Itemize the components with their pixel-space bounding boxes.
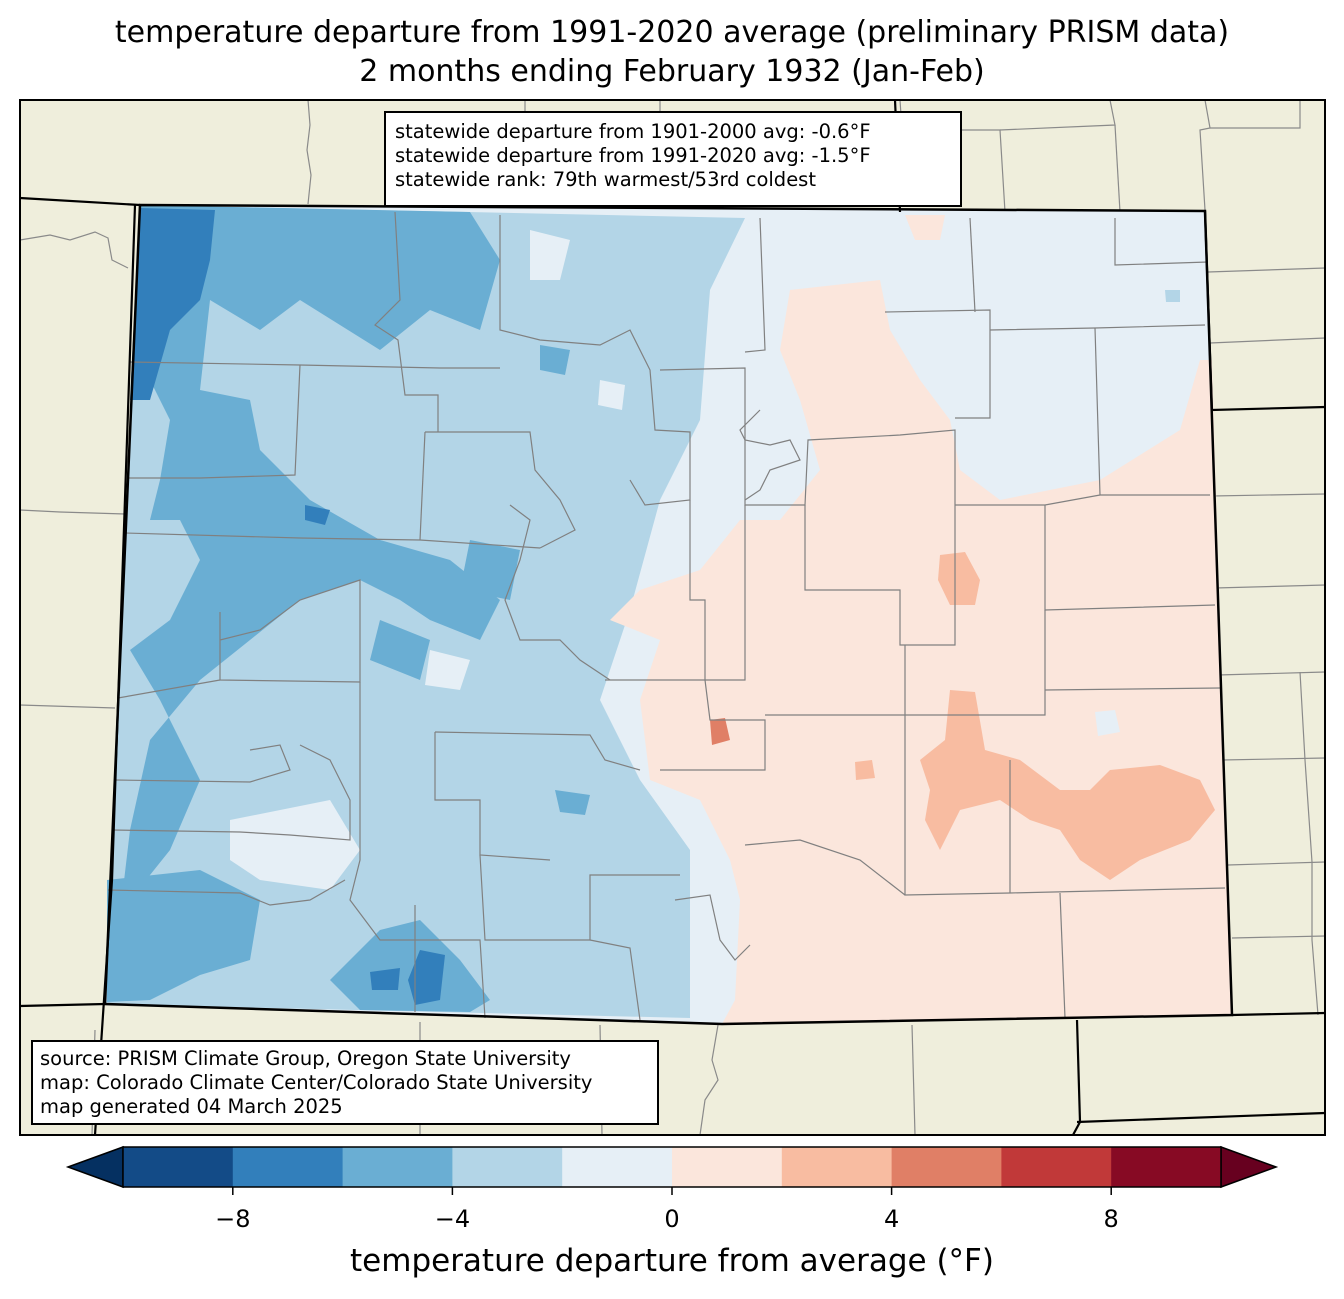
- colorbar: −8 −4 0 4 8: [65, 1145, 1279, 1233]
- source-line: source: PRISM Climate Group, Oregon Stat…: [40, 1047, 571, 1070]
- colorado-border: [103, 203, 1234, 1026]
- colorbar-bin: [342, 1147, 453, 1187]
- colorbar-bin: [1111, 1147, 1222, 1187]
- map-credit-line: map: Colorado Climate Center/Colorado St…: [40, 1071, 593, 1094]
- county-boundaries: [107, 211, 1226, 1021]
- stat-rank: statewide rank: 79th warmest/53rd coldes…: [395, 168, 816, 191]
- colorbar-bin: [452, 1147, 563, 1187]
- colorbar-label: temperature departure from average (°F): [350, 1243, 994, 1279]
- colorbar-tick-label: −4: [435, 1205, 470, 1233]
- colorbar-tick-label: 4: [884, 1205, 899, 1233]
- colorbar-bin: [562, 1147, 673, 1187]
- colorbar-bin: [232, 1147, 344, 1187]
- map-subtitle: 2 months ending February 1932 (Jan-Feb): [359, 54, 985, 89]
- statewide-stats-box: statewide departure from 1901-2000 avg: …: [384, 111, 962, 207]
- colorbar-bin: [891, 1147, 1002, 1187]
- colorbar-tick-label: −8: [215, 1205, 250, 1233]
- generated-date-line: map generated 04 March 2025: [40, 1095, 343, 1118]
- colorbar-over-arrow: [1220, 1145, 1279, 1189]
- colorbar-bin: [781, 1147, 893, 1187]
- map-frame: [19, 99, 1326, 1136]
- colorbar-under-arrow: [65, 1145, 124, 1189]
- stat-departure-1901-2000: statewide departure from 1901-2000 avg: …: [395, 120, 871, 143]
- map-title: temperature departure from 1991-2020 ave…: [114, 15, 1230, 50]
- warm-anomaly-areas: [610, 215, 1232, 1024]
- colorbar-bin: [672, 1147, 783, 1187]
- colorbar-tick-label: 8: [1104, 1205, 1119, 1233]
- source-box: source: PRISM Climate Group, Oregon Stat…: [31, 1040, 659, 1125]
- temperature-contours: [105, 205, 745, 1018]
- stat-departure-1991-2020: statewide departure from 1991-2020 avg: …: [395, 144, 871, 167]
- colorbar-bin: [1001, 1147, 1112, 1187]
- colorbar-bin: [123, 1147, 234, 1187]
- colorbar-tick-label: 0: [664, 1205, 679, 1233]
